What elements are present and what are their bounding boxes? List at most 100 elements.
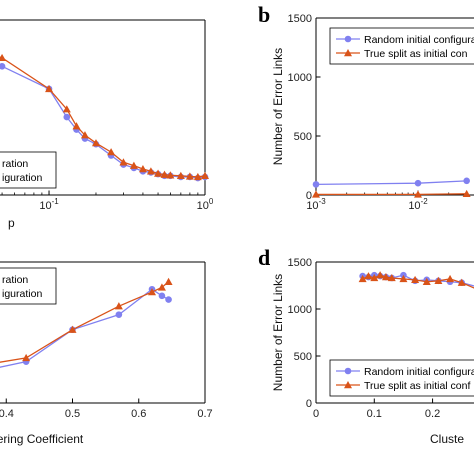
panel-d-legend-marker-circle (344, 367, 352, 375)
panel-d-point-triangle (370, 273, 379, 282)
panel-d-y-tick-label: 500 (294, 351, 312, 363)
panel-d-legend-box (329, 359, 474, 397)
panel-c-point-circle (158, 292, 166, 300)
panel-c-legend-box (0, 267, 57, 305)
panel-b-legend-marker-triangle (344, 49, 352, 57)
panel-d-x-tick-label: 0.2 (425, 408, 440, 420)
panel-b-y-tick-label: 1500 (288, 13, 312, 25)
panel-c-point-triangle (164, 277, 173, 285)
panel-a-point-triangle (119, 158, 128, 166)
panel-d-point-triangle (358, 274, 367, 283)
panel-b-legend: Random initial configura True split as in… (329, 27, 474, 65)
panel-d-series-red-line (362, 274, 474, 289)
panel-b-legend-marker-circle (344, 35, 352, 43)
panel-c-legend-entry: ration (2, 274, 28, 286)
panel-d-point-triangle (387, 273, 396, 282)
panel-d-point-triangle (381, 273, 390, 281)
panel-b-x-tick-label: 10-3 (306, 197, 326, 212)
panel-d-y-tick-label: 0 (306, 398, 312, 410)
panel-a-point-triangle (185, 172, 194, 180)
panel-d-y-tick-label: 1000 (288, 304, 312, 316)
panel-c-plot-area (0, 277, 173, 368)
panel-b-point-circle (414, 179, 422, 187)
panel-d-y-tick-label: 1500 (288, 257, 312, 269)
panel-b-series-blue-line (315, 180, 467, 186)
panel-b-series-red-line (316, 193, 467, 196)
panel-c-legend: ration iguration (0, 267, 57, 305)
panel-a-point-circle (0, 62, 6, 70)
panel-letter-d: d (258, 245, 270, 270)
panel-d-legend-entry: True split as initial conf (364, 380, 470, 392)
panel-b-point-circle (312, 181, 320, 188)
panel-a-x-axis-label: p (8, 216, 15, 230)
panel-a-x-tick-label: 10-1 (39, 197, 59, 212)
panel-a-point-triangle (0, 53, 7, 62)
panel-a-point-triangle (193, 172, 202, 181)
panel-letter-b: b (258, 2, 270, 27)
panel-d-legend-marker-triangle (344, 381, 352, 389)
panel-d-point-triangle (446, 274, 455, 283)
panel-c-point-triangle (114, 302, 123, 310)
panel-a-plot-area (0, 53, 209, 182)
panel-d-x-axis-label: Cluste (430, 432, 464, 446)
panel-c-point-circle (165, 296, 172, 303)
panel-d-point-triangle (434, 276, 443, 284)
panel-d-point-triangle (422, 277, 431, 285)
panel-b-y-tick-label: 1000 (288, 72, 312, 84)
panel-b-y-axis-label: Number of Error Links (271, 48, 285, 165)
panel-a-x-tick-label: 100 (197, 197, 214, 212)
panel-b-point-triangle (312, 190, 320, 198)
panel-b-y-tick-label: 500 (294, 131, 312, 143)
panel-a-point-triangle (154, 169, 163, 177)
panel-d-x-tick-label: 0.1 (367, 408, 382, 420)
panel-a-point-triangle (146, 167, 155, 175)
panel-c-point-triangle (22, 353, 31, 362)
panel-a-point-triangle (72, 122, 81, 130)
panel-c-x-tick-label: 0.5 (65, 408, 80, 420)
panel-a-point-triangle (138, 165, 147, 173)
panel-c-legend-entry: iguration (2, 288, 42, 300)
panel-b-x-tick-label: 10-2 (408, 197, 428, 212)
panel-d-chart: 00.10.20.3050010001500ClusteNumber of Er… (271, 257, 474, 446)
panel-a-legend-entry: ration (2, 158, 28, 170)
panel-a-point-triangle (160, 170, 169, 178)
panel-b-point-triangle (414, 190, 422, 198)
panel-c-point-triangle (157, 283, 166, 291)
panel-d-point-triangle (399, 274, 408, 283)
panel-d-point-triangle (376, 271, 385, 279)
panel-c-point-triangle (68, 325, 77, 333)
panel-a-point-triangle (201, 171, 209, 180)
panel-a-legend-box (0, 151, 57, 189)
panel-a-chart: 10-1 100 p ration iguration (0, 19, 214, 230)
panel-a-legend: ration iguration (0, 151, 57, 189)
panel-b-legend-entry: Random initial configura (364, 34, 474, 46)
panel-c-x-tick-label: 0.7 (197, 408, 212, 420)
panel-c-x-axis-label: ering Coefficient (0, 432, 84, 446)
panel-a-point-triangle (80, 131, 89, 139)
panel-d-legend-entry: Random initial configura (364, 366, 474, 378)
panel-a-point-triangle (91, 139, 100, 147)
panel-c-point-triangle (148, 288, 156, 296)
panel-d-legend: Random initial configura True split as in… (329, 359, 474, 397)
panel-b-y-tick-label: 0 (306, 190, 312, 202)
panel-d-point-triangle (364, 272, 373, 280)
panel-a-point-triangle (129, 161, 138, 169)
panel-b-point-circle (463, 177, 470, 185)
panel-c-x-tick-label: 0.6 (131, 408, 146, 420)
panel-d-point-triangle (411, 275, 420, 284)
panel-b-plot-area (312, 177, 471, 198)
panel-a-point-circle (63, 113, 71, 121)
panel-d-y-axis-label: Number of Error Links (271, 274, 285, 391)
panel-d-plot-area (358, 271, 474, 289)
panel-a-point-triangle (107, 148, 116, 156)
panel-b-chart: 10-3 10-2 0 500 1000 1500 Number of Error Link… (271, 13, 474, 212)
panel-c-point-circle (115, 311, 123, 318)
panel-a-point-triangle (62, 105, 71, 113)
panel-b-legend-entry: True split as initial con (364, 48, 468, 60)
panel-c-x-tick-label: 0.4 (0, 408, 14, 420)
panel-d-point-triangle (457, 278, 466, 286)
panel-a-point-triangle (176, 171, 185, 180)
panel-a-legend-entry: iguration (2, 172, 42, 184)
